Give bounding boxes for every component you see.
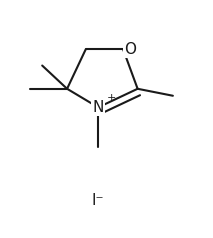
Text: N: N — [92, 100, 104, 115]
Text: +: + — [107, 93, 116, 103]
Text: O: O — [124, 42, 136, 57]
Text: I⁻: I⁻ — [92, 193, 104, 208]
